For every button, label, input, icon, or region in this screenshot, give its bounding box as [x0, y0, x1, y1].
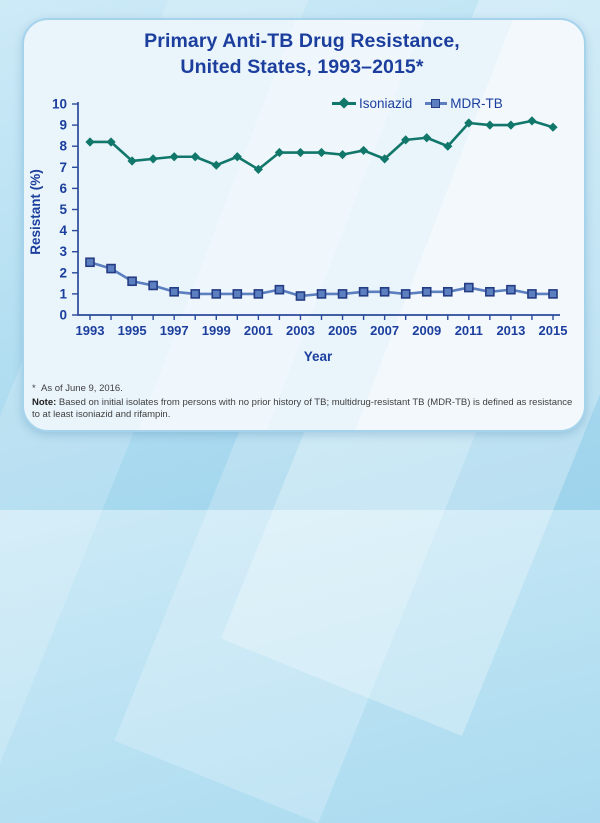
page-title-line-1: Primary Anti-TB Drug Resistance, [144, 30, 460, 52]
legend-item-isoniazid: Isoniazid [332, 96, 412, 111]
footnote-asterisk: * As of June 9, 2016. [32, 382, 578, 395]
chart-legend: Isoniazid MDR-TB [332, 96, 503, 111]
note-text: Based on initial isolates from persons w… [32, 397, 573, 420]
page-title: Primary Anti-TB Drug Resistance, United … [22, 28, 582, 80]
legend-label-isoniazid: Isoniazid [359, 96, 413, 111]
asterisk-symbol: * [32, 383, 36, 394]
page-title-line-2: United States, 1993–2015* [180, 56, 424, 78]
footnote-asterisk-text: As of June 9, 2016. [40, 383, 123, 394]
slide-card [22, 18, 586, 432]
footnotes: * As of June 9, 2016. Note: Based on ini… [32, 382, 578, 420]
note-label: Note: [32, 397, 57, 408]
isoniazid-diamond-marker-icon [332, 97, 356, 109]
legend-label-mdr-tb: MDR-TB [450, 96, 503, 111]
legend-item-mdr-tb: MDR-TB [425, 96, 503, 111]
mdr-tb-square-marker-icon [425, 98, 448, 108]
footnote-note: Note: Based on initial isolates from per… [32, 397, 578, 420]
